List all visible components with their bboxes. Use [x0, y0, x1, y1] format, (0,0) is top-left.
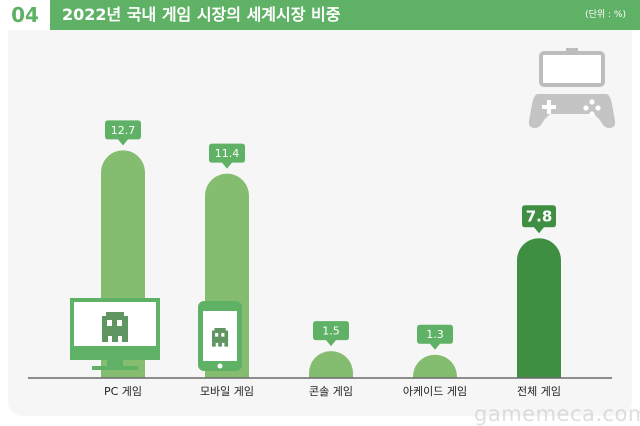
value-callout-pc: 12.7 [105, 120, 141, 146]
bar-chart: 12.7 11.4 1.5 1.3 7.8 PC 게임 모바일 게임 [28, 48, 616, 398]
category-label-console: 콘솔 게임 [309, 385, 353, 398]
watermark: gamemeca.com [474, 402, 640, 426]
value-callout-arcade: 1.3 [417, 324, 453, 350]
pixel-ghost-icon [102, 312, 128, 342]
value-callout-total: 7.8 [522, 205, 556, 234]
unit-label: (단위 : %) [585, 10, 626, 20]
category-label-mobile: 모바일 게임 [200, 384, 254, 398]
bar-arcade-game [413, 354, 457, 378]
section-number: 04 [0, 0, 50, 30]
value-label-arcade: 1.3 [426, 328, 444, 341]
pixel-ghost-icon [212, 328, 229, 347]
gamepad-phone-icon [528, 48, 616, 128]
value-label-console: 1.5 [322, 325, 340, 338]
bar-total-game [517, 238, 561, 378]
chart-title: 2022년 국내 게임 시장의 세계시장 비중 [62, 5, 341, 24]
category-label-arcade: 아케이드 게임 [403, 385, 467, 398]
value-callout-console: 1.5 [313, 321, 349, 347]
value-label-pc: 12.7 [111, 124, 136, 137]
header-bar: 04 2022년 국내 게임 시장의 세계시장 비중 (단위 : %) [0, 0, 640, 30]
bar-console-game [309, 351, 353, 378]
value-label-mobile: 11.4 [215, 147, 240, 160]
chart-panel: 12.7 11.4 1.5 1.3 7.8 PC 게임 모바일 게임 [8, 30, 640, 426]
category-label-pc: PC 게임 [104, 385, 142, 398]
category-label-total: 전체 게임 [517, 385, 561, 398]
value-label-total: 7.8 [526, 208, 553, 226]
value-callout-mobile: 11.4 [209, 143, 245, 169]
